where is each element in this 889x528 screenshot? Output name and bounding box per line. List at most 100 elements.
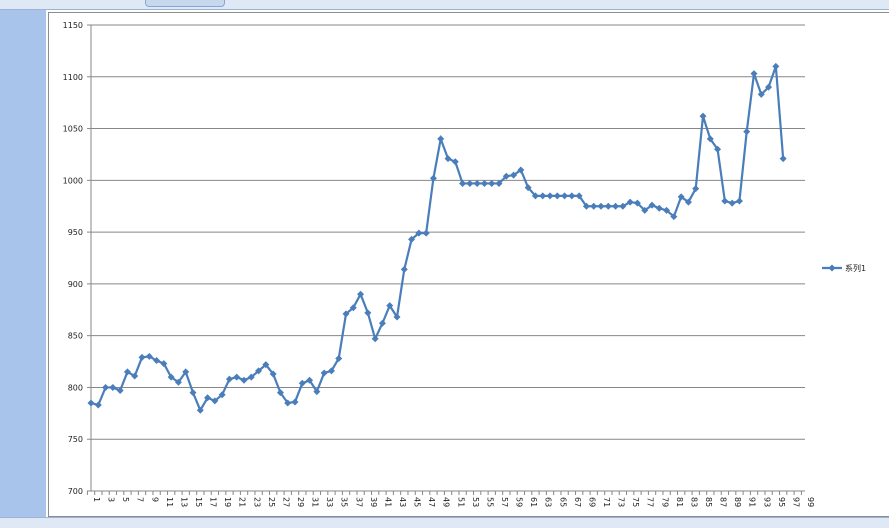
data-point xyxy=(765,83,773,91)
data-point xyxy=(772,62,780,70)
series-line xyxy=(90,66,785,413)
data-point xyxy=(641,206,649,214)
x-tick-label: 47 xyxy=(427,497,436,507)
x-tick-label: 95 xyxy=(777,497,786,507)
data-point xyxy=(400,265,408,273)
data-point xyxy=(94,401,102,409)
data-point xyxy=(677,193,685,201)
top-tab[interactable] xyxy=(145,0,225,7)
data-point xyxy=(531,192,539,200)
x-tick-label: 69 xyxy=(587,497,596,507)
x-tick-label: 5 xyxy=(121,497,130,502)
x-tick-label: 41 xyxy=(383,497,392,507)
data-point xyxy=(517,166,525,174)
data-point xyxy=(291,398,299,406)
legend-label: 系列1 xyxy=(845,263,866,273)
data-point xyxy=(109,383,117,391)
data-point xyxy=(145,352,153,360)
data-point xyxy=(335,354,343,362)
data-point xyxy=(604,202,612,210)
data-point xyxy=(561,192,569,200)
x-tick-label: 31 xyxy=(311,497,320,507)
data-point xyxy=(510,171,518,179)
left-panel xyxy=(0,10,46,517)
data-point xyxy=(757,90,765,98)
data-point xyxy=(247,373,255,381)
data-point xyxy=(568,192,576,200)
data-point xyxy=(422,229,430,237)
chart-area[interactable] xyxy=(48,12,889,517)
data-point xyxy=(415,229,423,237)
data-point xyxy=(488,179,496,187)
x-tick-label: 55 xyxy=(485,497,494,507)
data-point xyxy=(408,235,416,243)
x-tick-label: 65 xyxy=(558,497,567,507)
x-tick-label: 37 xyxy=(354,497,363,507)
data-point xyxy=(714,145,722,153)
data-point xyxy=(349,304,357,312)
x-tick-label: 25 xyxy=(267,497,276,507)
x-tick-label: 7 xyxy=(136,497,145,502)
data-point xyxy=(225,375,233,383)
data-point xyxy=(706,135,714,143)
y-tick-label: 700 xyxy=(68,487,83,496)
x-tick-label: 99 xyxy=(806,497,815,507)
x-tick-label: 83 xyxy=(689,497,698,507)
data-point xyxy=(473,179,481,187)
data-point xyxy=(699,112,707,120)
x-tick-label: 29 xyxy=(296,497,305,507)
x-tick-label: 45 xyxy=(413,497,422,507)
data-point xyxy=(459,179,467,187)
data-point xyxy=(174,378,182,386)
data-point xyxy=(327,367,335,375)
data-point xyxy=(633,199,641,207)
x-tick-label: 63 xyxy=(544,497,553,507)
x-tick-label: 81 xyxy=(675,497,684,507)
x-tick-label: 67 xyxy=(573,497,582,507)
data-point xyxy=(663,206,671,214)
y-tick-label: 750 xyxy=(68,435,83,444)
x-tick-label: 19 xyxy=(223,497,232,507)
data-point xyxy=(269,370,277,378)
data-point xyxy=(116,387,124,395)
data-point xyxy=(189,389,197,397)
x-tick-label: 75 xyxy=(631,497,640,507)
data-point xyxy=(357,290,365,298)
data-point xyxy=(524,184,532,192)
data-point xyxy=(393,313,401,321)
x-tick-label: 21 xyxy=(238,497,247,507)
data-point xyxy=(378,319,386,327)
sheet-tab-bar[interactable] xyxy=(0,517,889,528)
x-tick-label: 53 xyxy=(471,497,480,507)
y-tick-label: 950 xyxy=(68,228,83,237)
x-tick-label: 11 xyxy=(165,497,174,507)
x-tick-label: 73 xyxy=(617,497,626,507)
y-tick-label: 1050 xyxy=(63,125,83,134)
y-tick-label: 1000 xyxy=(63,176,83,185)
data-point xyxy=(87,399,95,407)
data-point xyxy=(648,201,656,209)
data-point xyxy=(619,202,627,210)
data-point xyxy=(612,202,620,210)
x-tick-label: 71 xyxy=(602,497,611,507)
y-tick-label: 1150 xyxy=(63,21,83,30)
x-tick-label: 27 xyxy=(281,497,290,507)
data-point xyxy=(779,155,787,163)
x-tick-label: 59 xyxy=(515,497,524,507)
data-point xyxy=(386,302,394,310)
y-tick-label: 850 xyxy=(68,332,83,341)
data-point xyxy=(684,198,692,206)
data-point xyxy=(102,383,110,391)
data-point xyxy=(546,192,554,200)
data-point xyxy=(692,185,700,193)
x-tick-label: 87 xyxy=(719,497,728,507)
data-point xyxy=(276,389,284,397)
data-point xyxy=(138,353,146,361)
data-point xyxy=(182,368,190,376)
data-point xyxy=(444,155,452,163)
data-point xyxy=(670,213,678,221)
data-point xyxy=(480,179,488,187)
data-point xyxy=(196,406,204,414)
data-point xyxy=(466,179,474,187)
